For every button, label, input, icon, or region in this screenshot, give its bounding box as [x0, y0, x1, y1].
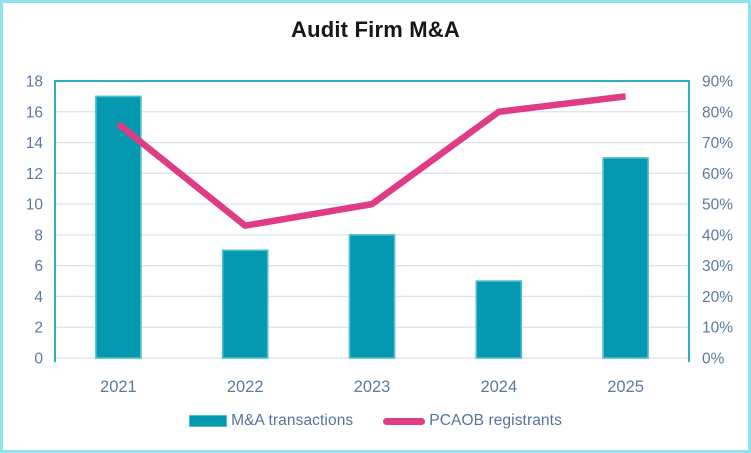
left-axis-tick-label: 12 — [26, 166, 43, 183]
left-axis-tick-label: 8 — [34, 227, 43, 244]
x-axis-label-2025: 2025 — [607, 378, 644, 396]
legend-label-ma-transactions: M&A transactions — [231, 412, 354, 429]
bar-2025 — [602, 157, 649, 359]
plot-area: 0 2 4 6 8 10 12 14 16 18 0% 10% 20% 30% 40% 50% 60% 70% 80… — [26, 74, 733, 397]
x-axis-label-2024: 2024 — [480, 378, 517, 396]
left-axis-tick-label: 18 — [26, 74, 43, 91]
line-series — [116, 93, 626, 229]
right-axis-tick-label: 60% — [702, 166, 733, 183]
left-axis-tick-label: 4 — [34, 289, 43, 306]
x-axis-label-2022: 2022 — [227, 378, 264, 396]
line-series-swatch — [383, 417, 426, 425]
bar-2022 — [221, 249, 269, 359]
bar-series-swatch — [189, 415, 228, 427]
x-axis-label-2023: 2023 — [354, 378, 391, 396]
right-axis-tick-label: 50% — [702, 197, 733, 214]
legend-item-pcaob-registrants: PCAOB registrants — [383, 412, 562, 430]
legend-label-pcaob-registrants: PCAOB registrants — [429, 412, 562, 429]
right-axis-tick-label: 40% — [702, 227, 733, 244]
right-axis-tick-label: 90% — [702, 74, 733, 91]
left-axis-tick-label: 16 — [26, 104, 43, 121]
bar-2024 — [475, 280, 523, 359]
left-axis-tick-label: 14 — [26, 135, 44, 152]
x-axis-label-2021: 2021 — [100, 378, 137, 396]
right-axis-tick-label: 70% — [702, 135, 733, 152]
right-axis-tick-label: 0% — [702, 351, 725, 368]
right-axis-tick-label: 30% — [702, 258, 733, 275]
left-axis-tick-label: 10 — [26, 197, 44, 214]
bar-2023 — [348, 234, 396, 359]
right-axis-tick-label: 20% — [702, 289, 733, 306]
left-axis-tick-label: 6 — [34, 258, 43, 275]
left-axis-tick-label: 2 — [34, 320, 43, 337]
right-axis-tick-label: 80% — [702, 104, 733, 121]
chart-legend: M&A transactions PCAOB registrants — [3, 412, 748, 430]
right-axis-tick-label: 10% — [702, 320, 733, 337]
chart-title: Audit Firm M&A — [290, 17, 460, 42]
legend-item-ma-transactions: M&A transactions — [189, 412, 353, 430]
left-axis-tick-label: 0 — [34, 351, 43, 368]
